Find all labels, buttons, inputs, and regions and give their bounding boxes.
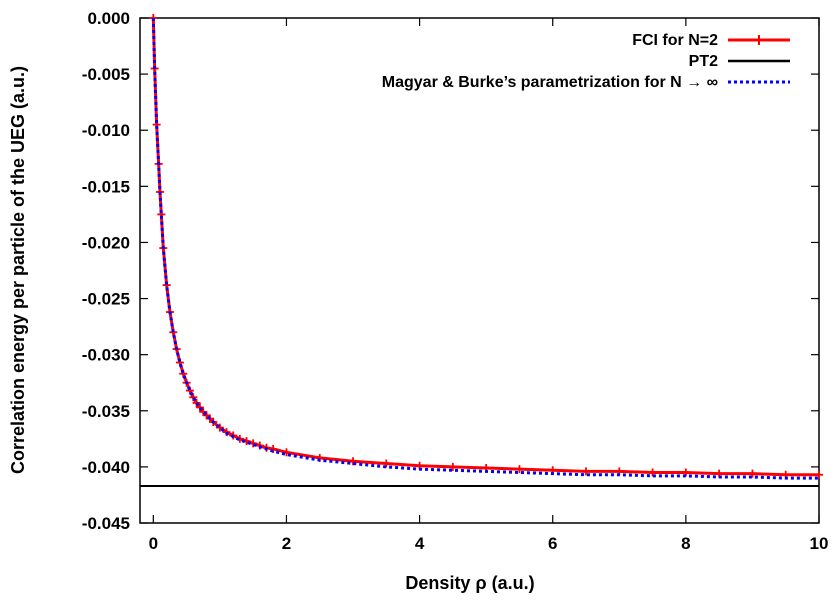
x-tick-label: 6 bbox=[548, 534, 557, 553]
x-tick-label: 10 bbox=[810, 534, 829, 553]
y-tick-label: -0.040 bbox=[82, 458, 130, 477]
y-axis-ticks: 0.000 -0.005 -0.010 -0.015 -0.020 -0.025 -0.03… bbox=[82, 9, 819, 533]
y-axis-label: Correlation energy per particle of the U… bbox=[8, 66, 28, 474]
y-tick-label: 0.000 bbox=[87, 9, 130, 28]
x-tick-label: 0 bbox=[149, 534, 158, 553]
x-tick-label: 8 bbox=[681, 534, 690, 553]
y-tick-label: -0.020 bbox=[82, 233, 130, 252]
y-tick-label: -0.010 bbox=[82, 121, 130, 140]
y-tick-label: -0.025 bbox=[82, 290, 130, 309]
legend: FCI for N=2 PT2 Magyar & Burke’s paramet… bbox=[382, 32, 790, 91]
plot-frame bbox=[139, 17, 820, 524]
y-tick-label: -0.015 bbox=[82, 177, 130, 196]
legend-label-magyar-burke: Magyar & Burke’s parametrization for N →… bbox=[382, 74, 718, 91]
x-axis-label: Density ρ (a.u.) bbox=[405, 573, 534, 593]
x-tick-label: 2 bbox=[282, 534, 291, 553]
y-tick-label: -0.045 bbox=[82, 514, 130, 533]
series-line-magyar-burke bbox=[151, 17, 819, 480]
legend-label-pt2: PT2 bbox=[689, 53, 718, 70]
y-tick-label: -0.035 bbox=[82, 402, 130, 421]
series-layer bbox=[140, 14, 823, 487]
x-tick-label: 4 bbox=[415, 534, 425, 553]
legend-label-fci: FCI for N=2 bbox=[632, 32, 718, 49]
y-tick-label: -0.030 bbox=[82, 346, 130, 365]
y-tick-label: -0.005 bbox=[82, 65, 130, 84]
